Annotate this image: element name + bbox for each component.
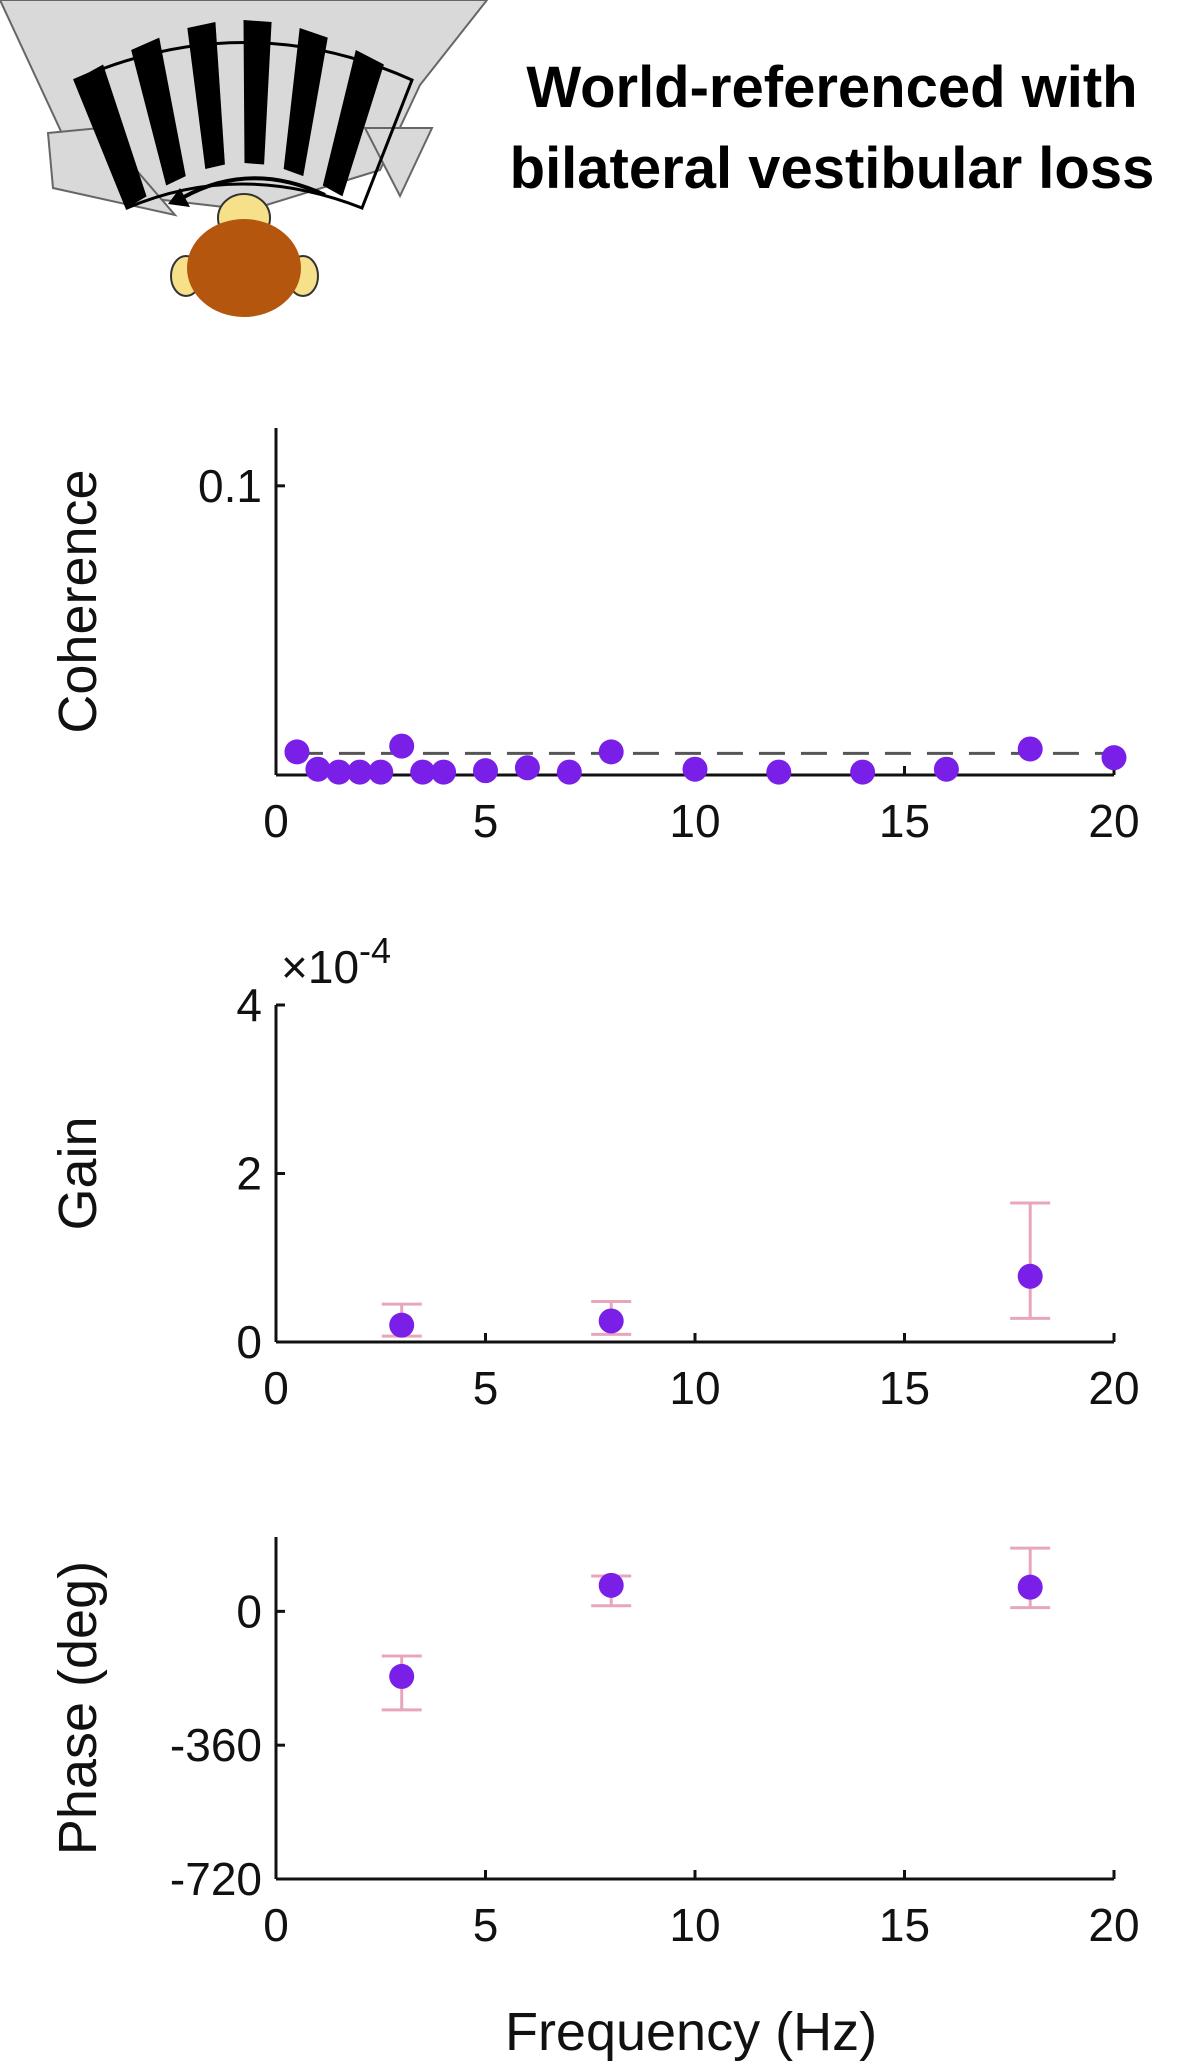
data-point: [598, 1572, 624, 1598]
coherence-panel: 0 5 10 15 20 0.1 Coherence: [48, 428, 1140, 847]
x-tick-label: 20: [1088, 1899, 1139, 1951]
drum-stripe: [75, 64, 147, 208]
y-tick-label: 4: [236, 979, 262, 1031]
y-tick-label: 0: [236, 1316, 262, 1368]
illustration: [0, 0, 489, 317]
x-tick-label: 15: [879, 795, 930, 847]
striped-drum-icon: [0, 0, 489, 217]
x-tick-label: 5: [473, 795, 499, 847]
x-tick-label: 20: [1088, 1362, 1139, 1414]
x-tick-label: 0: [263, 1362, 289, 1414]
data-point: [514, 755, 540, 781]
data-point: [389, 1663, 415, 1689]
data-point: [368, 759, 394, 785]
drum-stripe: [322, 50, 384, 197]
x-tick-label: 15: [879, 1362, 930, 1414]
x-tick-label: 5: [473, 1362, 499, 1414]
data-point: [598, 739, 624, 765]
y-tick-label: -360: [170, 1719, 262, 1771]
data-point: [347, 759, 373, 785]
figure-title: World-referenced with bilateral vestibul…: [510, 55, 1155, 201]
data-point: [682, 756, 708, 782]
data-point: [1017, 736, 1043, 762]
data-point: [850, 759, 876, 785]
rotation-arrow-icon: [168, 176, 326, 207]
data-point: [389, 733, 415, 759]
y-tick-label: 0.1: [198, 460, 262, 512]
y-axis-label: Coherence: [48, 469, 108, 733]
y-tick-label: -720: [170, 1853, 262, 1905]
data-point: [766, 759, 792, 785]
data-point: [1017, 1263, 1043, 1289]
x-tick-label: 0: [263, 1899, 289, 1951]
x-tick-label: 15: [879, 1899, 930, 1951]
x-tick-label: 5: [473, 1899, 499, 1951]
x-tick-label: 10: [669, 795, 720, 847]
drum-stripe: [243, 20, 272, 165]
x-axis-label: Frequency (Hz): [505, 2002, 877, 2062]
data-point: [410, 759, 436, 785]
data-point: [556, 759, 582, 785]
data-point: [598, 1308, 624, 1334]
x-tick-label: 10: [669, 1362, 720, 1414]
gain-panel: 0 5 10 15 20 0 2 4 Gain ×10-4: [48, 930, 1140, 1414]
data-point: [933, 756, 959, 782]
y-axis-label: Gain: [48, 1116, 108, 1230]
y-tick-label: 2: [236, 1148, 262, 1200]
data-point: [305, 756, 331, 782]
y-multiplier-label: ×10-4: [281, 930, 391, 993]
y-tick-label: 0: [236, 1585, 262, 1637]
phase-panel: 0 5 10 15 20 0 -360 -720 Phase (deg): [48, 1537, 1140, 1951]
data-point: [389, 1312, 415, 1338]
x-tick-label: 10: [669, 1899, 720, 1951]
data-point: [284, 739, 310, 765]
data-point: [473, 758, 498, 784]
title-line-2: bilateral vestibular loss: [510, 136, 1155, 201]
y-axis-label: Phase (deg): [48, 1561, 108, 1855]
data-point: [1101, 745, 1127, 771]
data-point: [326, 759, 352, 785]
drum-stripe: [187, 22, 225, 170]
drum-stripe: [283, 28, 328, 177]
x-tick-label: 20: [1088, 795, 1139, 847]
x-tick-label: 0: [263, 795, 289, 847]
data-point: [1017, 1574, 1043, 1600]
title-line-1: World-referenced with: [526, 55, 1137, 120]
drum-stripe: [131, 37, 186, 186]
monkey-head-icon: [170, 193, 319, 317]
data-point: [431, 759, 457, 785]
